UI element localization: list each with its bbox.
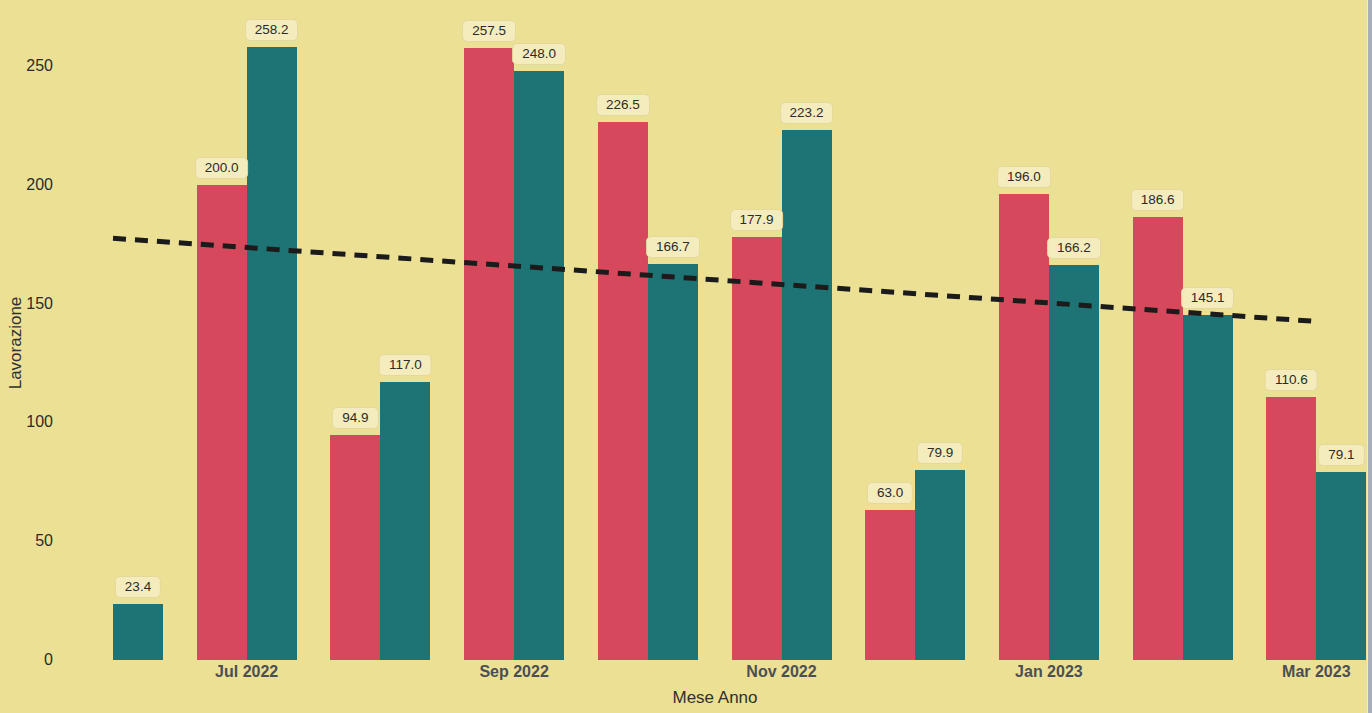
x-tick-label: Mar 2023 — [1282, 663, 1351, 681]
data-label: 110.6 — [1265, 369, 1318, 391]
bar-chart-canvas: Lavorazione 050100150200250 200.094.9257… — [0, 0, 1372, 713]
y-tick-label: 50 — [0, 531, 53, 551]
data-label: 248.0 — [512, 43, 566, 65]
bar-teal[interactable] — [648, 264, 698, 660]
data-label: 226.5 — [596, 94, 650, 116]
bar-teal[interactable] — [782, 130, 832, 660]
bar-red[interactable] — [732, 237, 782, 660]
data-label: 94.9 — [332, 407, 378, 429]
bar-red[interactable] — [197, 185, 247, 660]
bar-teal[interactable] — [1316, 472, 1366, 660]
data-label: 177.9 — [730, 209, 784, 231]
data-label: 166.7 — [646, 236, 700, 258]
bar-red[interactable] — [330, 435, 380, 660]
bar-red[interactable] — [598, 122, 648, 660]
bar-teal[interactable] — [915, 470, 965, 660]
data-label: 79.9 — [917, 442, 963, 464]
data-label: 257.5 — [462, 20, 516, 42]
bar-red[interactable] — [999, 194, 1049, 660]
data-label: 117.0 — [379, 354, 432, 376]
x-axis-title: Mese Anno — [60, 688, 1370, 708]
data-label: 63.0 — [867, 482, 913, 504]
y-tick-label: 150 — [0, 294, 53, 314]
data-label: 200.0 — [195, 157, 249, 179]
bar-teal[interactable] — [380, 382, 430, 660]
bar-teal[interactable] — [1049, 265, 1099, 660]
canvas-right-border — [1367, 0, 1372, 713]
x-tick-label: Jul 2022 — [215, 663, 278, 681]
data-label: 166.2 — [1047, 237, 1101, 259]
y-tick-label: 0 — [0, 650, 53, 670]
x-tick-label: Jan 2023 — [1015, 663, 1083, 681]
bar-teal[interactable] — [1183, 315, 1233, 660]
y-tick-label: 100 — [0, 412, 53, 432]
data-label: 186.6 — [1131, 189, 1185, 211]
bar-red[interactable] — [1133, 217, 1183, 660]
bar-teal[interactable] — [247, 47, 297, 660]
y-tick-label: 200 — [0, 175, 53, 195]
bar-red[interactable] — [1266, 397, 1316, 660]
bar-red[interactable] — [464, 48, 514, 660]
bar-teal[interactable] — [514, 71, 564, 660]
data-label: 196.0 — [997, 166, 1051, 188]
bar-teal[interactable] — [113, 604, 163, 660]
data-label: 23.4 — [115, 576, 161, 598]
bar-red[interactable] — [865, 510, 915, 660]
x-tick-label: Nov 2022 — [746, 663, 816, 681]
data-label: 145.1 — [1181, 287, 1235, 309]
y-tick-label: 250 — [0, 56, 53, 76]
data-label: 79.1 — [1318, 444, 1364, 466]
data-label: 258.2 — [245, 19, 299, 41]
data-label: 223.2 — [780, 102, 834, 124]
x-tick-label: Sep 2022 — [479, 663, 548, 681]
